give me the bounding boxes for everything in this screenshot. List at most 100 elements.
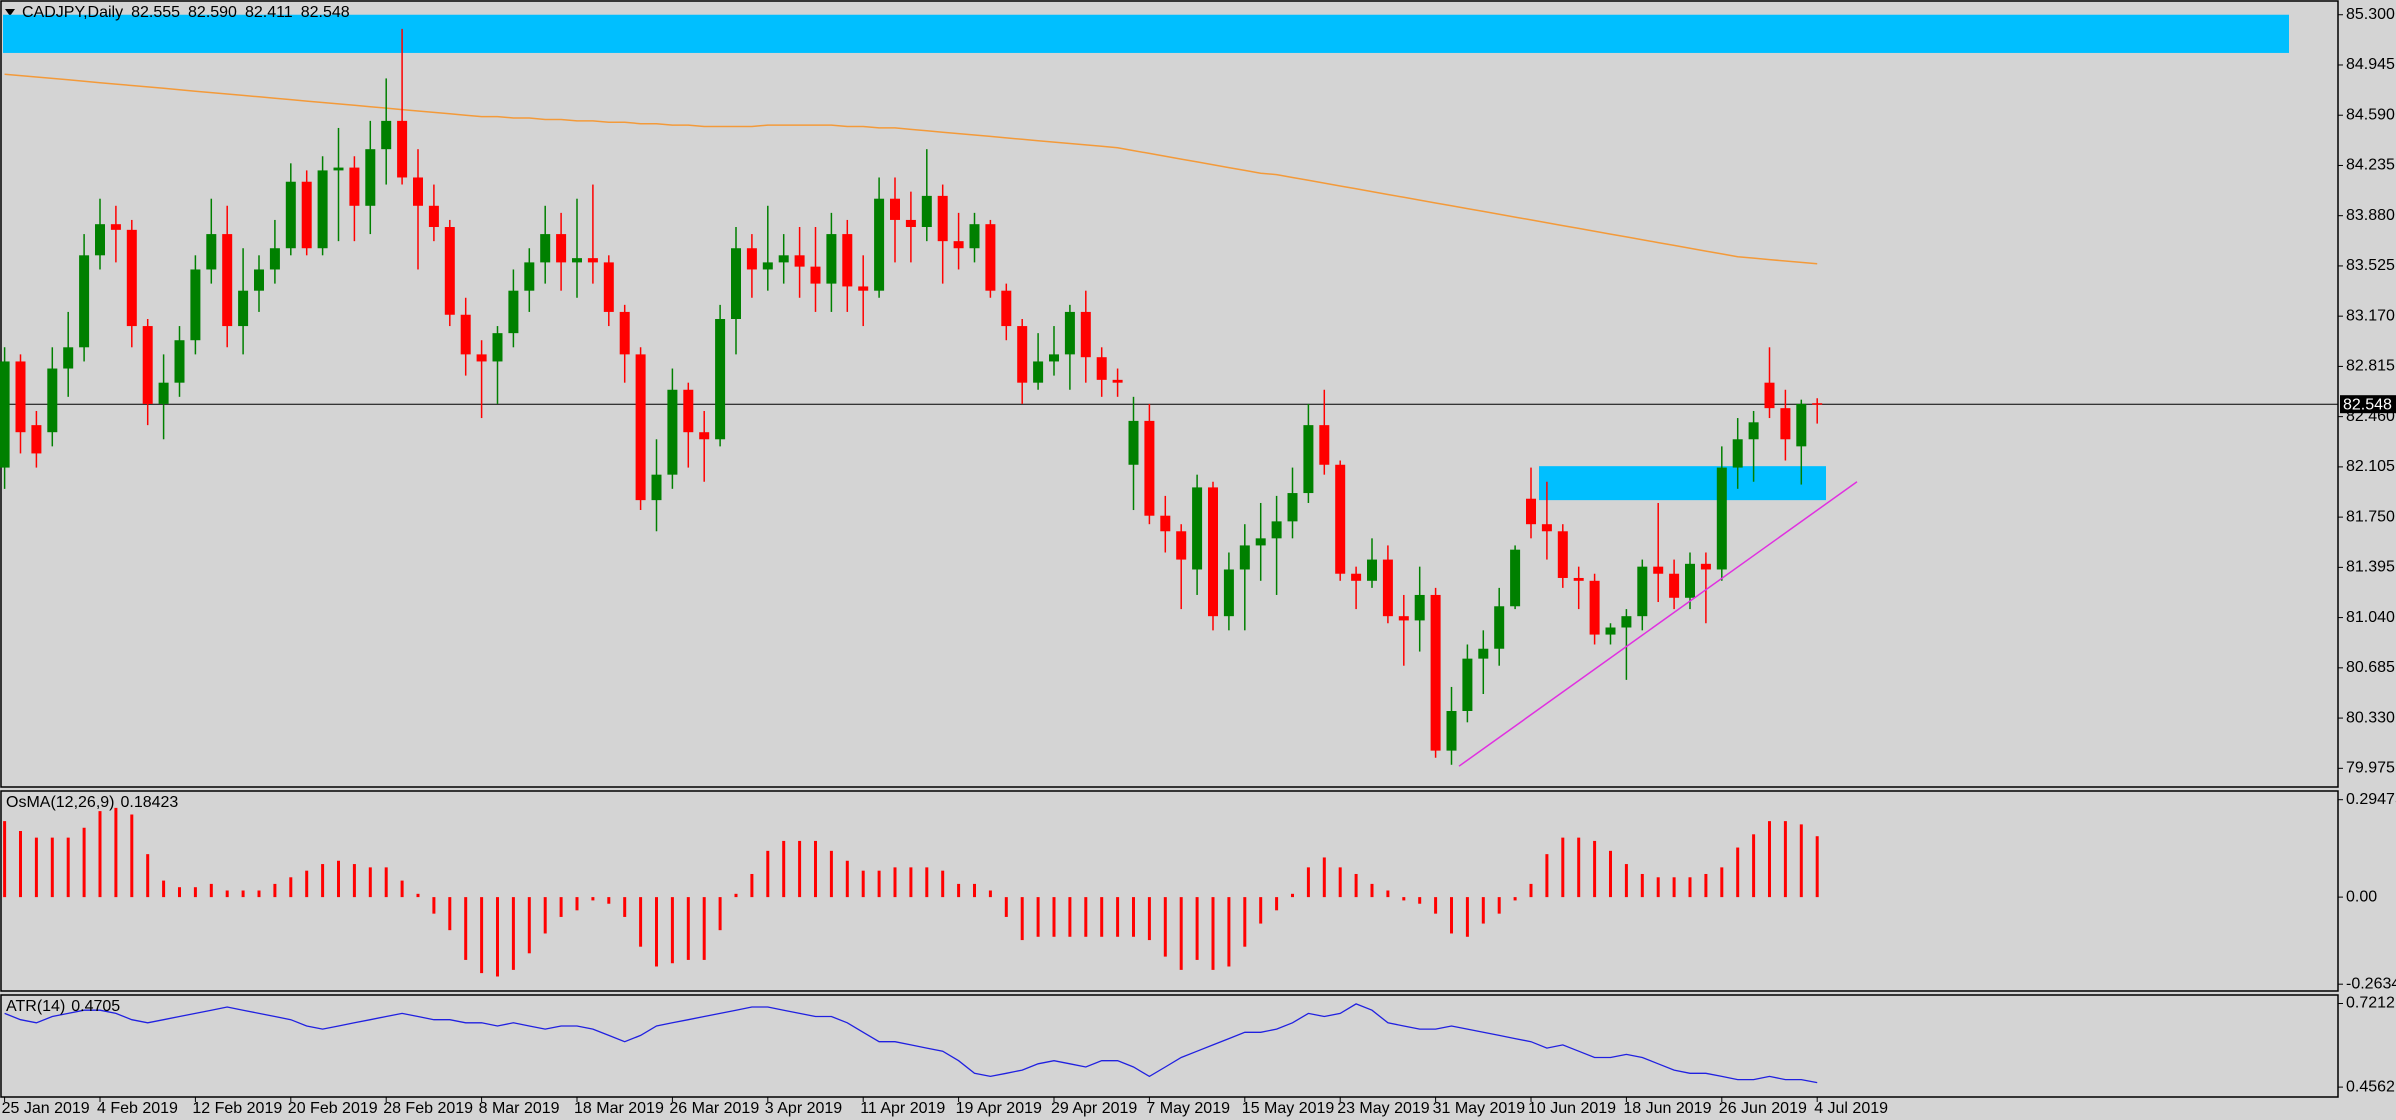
candle-body	[715, 318, 726, 440]
x-tick-label: 25 Jan 2019	[2, 1100, 90, 1117]
candle-body	[95, 224, 105, 256]
candle-body	[1112, 379, 1123, 383]
x-tick-label: 19 Apr 2019	[956, 1100, 1042, 1117]
candle-body	[333, 167, 344, 171]
candle-body	[1064, 311, 1075, 355]
candle-body	[1080, 311, 1091, 358]
candle-body	[1160, 515, 1171, 532]
candle-body	[1748, 422, 1759, 440]
candle-body	[1303, 425, 1314, 494]
candle-body	[635, 354, 646, 501]
candle-body	[397, 120, 408, 178]
x-tick-label: 8 Mar 2019	[479, 1100, 560, 1117]
candle-body	[413, 177, 423, 206]
candle-body	[349, 167, 360, 206]
candle-body	[1208, 487, 1218, 617]
candle-body	[1398, 616, 1409, 621]
indicator-title: ATR(14) 0.4705	[6, 998, 120, 1015]
candle-body	[492, 333, 503, 362]
candle-body	[810, 266, 821, 284]
candle-body	[1223, 569, 1234, 617]
indicator-name: ATR(14)	[6, 998, 65, 1015]
candle-body	[79, 255, 90, 348]
candle-body	[317, 170, 328, 249]
header-value: 82.590	[188, 4, 237, 21]
y-tick-label: 83.880	[2346, 207, 2395, 224]
candle-body	[508, 290, 519, 334]
x-tick-label: 4 Jul 2019	[1814, 1100, 1888, 1117]
candle-body	[1430, 594, 1441, 751]
candle-body	[1637, 566, 1648, 617]
moving-average	[4, 73, 1818, 265]
candle-body	[365, 149, 376, 206]
header-value: 82.411	[245, 4, 293, 21]
y-tick-label: -0.26341	[2346, 975, 2396, 992]
candle-body	[158, 382, 169, 404]
candle-body	[572, 258, 582, 263]
candle-body	[953, 241, 964, 249]
candle-body	[1764, 382, 1775, 409]
y-tick-label: 84.235	[2346, 157, 2395, 174]
candle-body	[969, 224, 980, 249]
x-tick-label: 18 Jun 2019	[1623, 1100, 1711, 1117]
x-tick-label: 29 Apr 2019	[1051, 1100, 1137, 1117]
candle-body	[1176, 531, 1187, 560]
y-tick-label: 0.00	[2346, 888, 2377, 905]
x-tick-label: 7 May 2019	[1146, 1100, 1230, 1117]
indicator-name: OsMA(12,26,9)	[6, 794, 114, 811]
y-tick-label: 0.7212	[2346, 995, 2395, 1012]
zone	[1539, 466, 1826, 501]
candle-body	[1589, 580, 1600, 635]
candle-body	[1557, 531, 1568, 578]
candle-body	[794, 255, 805, 267]
candle-body	[1287, 493, 1298, 522]
candle-body	[126, 229, 137, 327]
candle-body	[603, 262, 614, 312]
y-tick-label: 82.815	[2346, 358, 2395, 375]
candle-body	[301, 181, 312, 249]
candle-body	[746, 248, 757, 270]
candle-body	[31, 425, 42, 454]
candle-body	[476, 354, 487, 362]
candle-body	[731, 248, 741, 319]
candle-body	[762, 262, 773, 270]
candle-body	[1382, 559, 1393, 617]
candle-body	[1367, 559, 1377, 581]
y-tick-label: 82.105	[2346, 458, 2395, 475]
atr-pane-frame	[0, 994, 2339, 1098]
y-tick-label: 83.170	[2346, 307, 2395, 324]
candle-body	[890, 198, 900, 220]
x-tick-label: 31 May 2019	[1433, 1100, 1526, 1117]
candle-body	[15, 361, 26, 433]
candle-body	[985, 224, 996, 291]
indicator-value: 0.18423	[120, 794, 178, 811]
zone	[3, 14, 2289, 53]
candle-body	[0, 361, 10, 468]
candle-body	[1239, 545, 1250, 570]
candle-body	[1351, 573, 1362, 581]
y-tick-label: 81.395	[2346, 559, 2395, 576]
y-tick-label: 0.4562	[2346, 1078, 2395, 1095]
indicator-title: OsMA(12,26,9) 0.18423	[6, 794, 178, 811]
candle-body	[47, 368, 58, 433]
x-tick-label: 4 Feb 2019	[97, 1100, 178, 1117]
candle-body	[587, 258, 598, 263]
x-tick-label: 18 Mar 2019	[574, 1100, 664, 1117]
candle-body	[63, 347, 74, 369]
candle-body	[110, 224, 121, 230]
candle-body	[1621, 616, 1632, 628]
current-price-label: 82.548	[2343, 396, 2392, 413]
chart-title: CADJPY,Daily 82.555 82.590 82.411 82.548	[22, 4, 350, 21]
candle-body	[524, 262, 535, 291]
candle-body	[238, 290, 249, 327]
x-tick-label: 3 Apr 2019	[765, 1100, 843, 1117]
candle-body	[1446, 710, 1457, 751]
header-value: 82.555	[131, 4, 180, 21]
candle-body	[1096, 357, 1107, 380]
candle-body	[1700, 563, 1711, 570]
candle-body	[1653, 566, 1664, 574]
x-tick-label: 10 Jun 2019	[1528, 1100, 1616, 1117]
candle-body	[222, 234, 233, 327]
candle-body	[1812, 403, 1823, 405]
